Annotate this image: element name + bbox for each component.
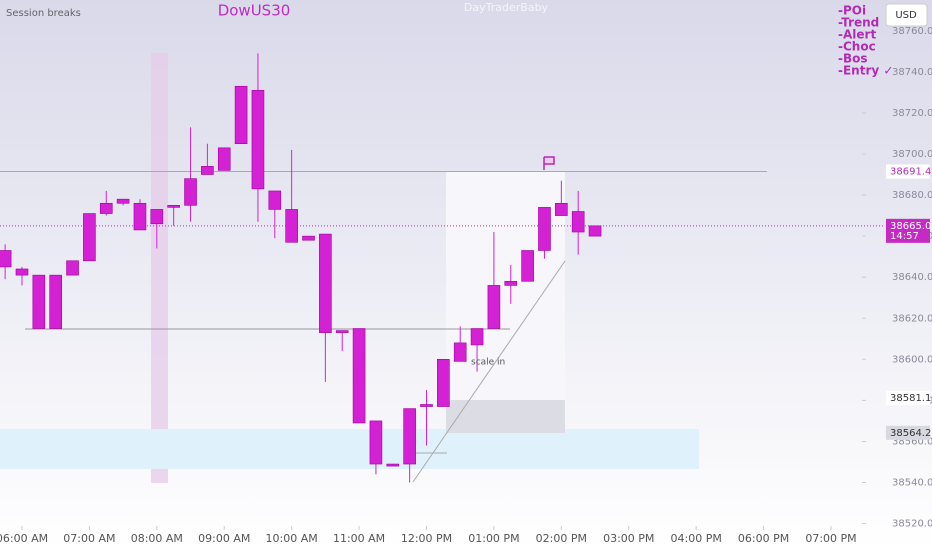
price-label: 38665.01 [890,221,932,232]
y-tick-label: 38680.00 [892,190,932,201]
candle-body [150,209,164,225]
price-label-box [886,425,930,440]
candle-body [32,274,46,329]
candle-body [15,268,29,276]
candle-body [420,404,433,407]
y-tick-label: 38620.00 [892,313,932,324]
candle-body [116,198,130,204]
candle-body [285,209,298,243]
candle-body [217,147,231,171]
legend-item: -POi [838,4,866,18]
candle-body [49,274,62,329]
y-tick-label: 38600.00 [892,354,932,365]
candle-body [66,260,79,276]
candle-body [234,85,248,145]
candle-body [487,285,501,329]
candle-body [538,207,551,251]
candle-body [504,280,518,286]
indicator-label: Session breaks [6,8,81,19]
price-label-box [886,218,930,243]
candle-body [83,213,96,262]
candle-body [99,202,113,214]
y-tick-label: 38540.00 [892,478,932,489]
candle-body [571,211,585,233]
annotation: scale in [471,358,505,368]
candle-body [437,359,450,407]
y-tick-label: 38720.00 [892,108,932,119]
price-label-box [886,164,930,179]
candle-body [453,342,467,362]
candle-body [369,420,383,465]
candle-body [268,190,282,210]
x-tick-label: 07:00 AM [63,532,115,545]
countdown: 14:57 [890,231,919,242]
candle-body [352,328,366,424]
currency-label: USD [895,10,917,21]
candle-body [470,328,484,346]
candle-body [251,90,265,190]
price-label: 38564.21 [890,428,932,439]
price-label: 38581.16 [890,393,932,404]
session-band [151,53,168,483]
watermark: DayTraderBaby [464,1,549,14]
x-tick-label: 10:00 AM [266,532,318,545]
legend-item: -Trend [838,16,879,30]
plot [0,53,884,483]
candle-body [167,205,180,208]
trend-line [412,260,566,483]
candle-body [588,225,602,237]
x-tick-label: 02:00 PM [536,532,587,545]
candle-body [386,463,400,467]
price-label-box [886,390,930,405]
x-tick-label: 06:00 PM [738,532,789,545]
chart-title: DowUS30 [218,2,291,20]
candle-body [0,250,12,268]
legend-item: -Choc [838,40,876,54]
candle-body [521,250,534,282]
legend-item: -Bos [838,52,868,66]
y-tick-label: 38520.00 [892,519,932,530]
x-tick-label: 04:00 PM [671,532,722,545]
candle-body [319,233,332,333]
candle-body [335,330,349,333]
x-tick-label: 01:00 PM [468,532,519,545]
x-tick-label: 08:00 AM [131,532,183,545]
price-label: 38691.47 [890,167,932,178]
stop-box [446,400,565,433]
currency-button[interactable] [885,3,928,27]
y-tick-label: 38640.00 [892,272,932,283]
candle-body [201,166,214,175]
y-tick-label: 38560.00 [892,436,932,447]
candle-body [403,408,416,465]
x-tick-label: 12:00 PM [401,532,452,545]
x-tick-label: 11:00 AM [333,532,385,545]
y-tick-label: 38740.00 [892,67,932,78]
candle-body [184,178,197,206]
x-tick-label: 07:00 PM [805,532,856,545]
legend-item: -Entry ✓ [838,64,893,78]
candle-body [555,202,568,216]
x-tick-label: 06:00 AM [0,532,48,545]
flag-icon [543,156,555,170]
candle-body [302,235,315,241]
y-tick-label: 38700.00 [892,149,932,160]
x-tick-label: 03:00 PM [603,532,654,545]
demand-zone [0,429,699,469]
x-tick-label: 09:00 AM [198,532,250,545]
legend-item: -Alert [838,28,876,42]
candle-body [133,202,147,231]
y-tick-label: 38760.00 [892,26,932,37]
